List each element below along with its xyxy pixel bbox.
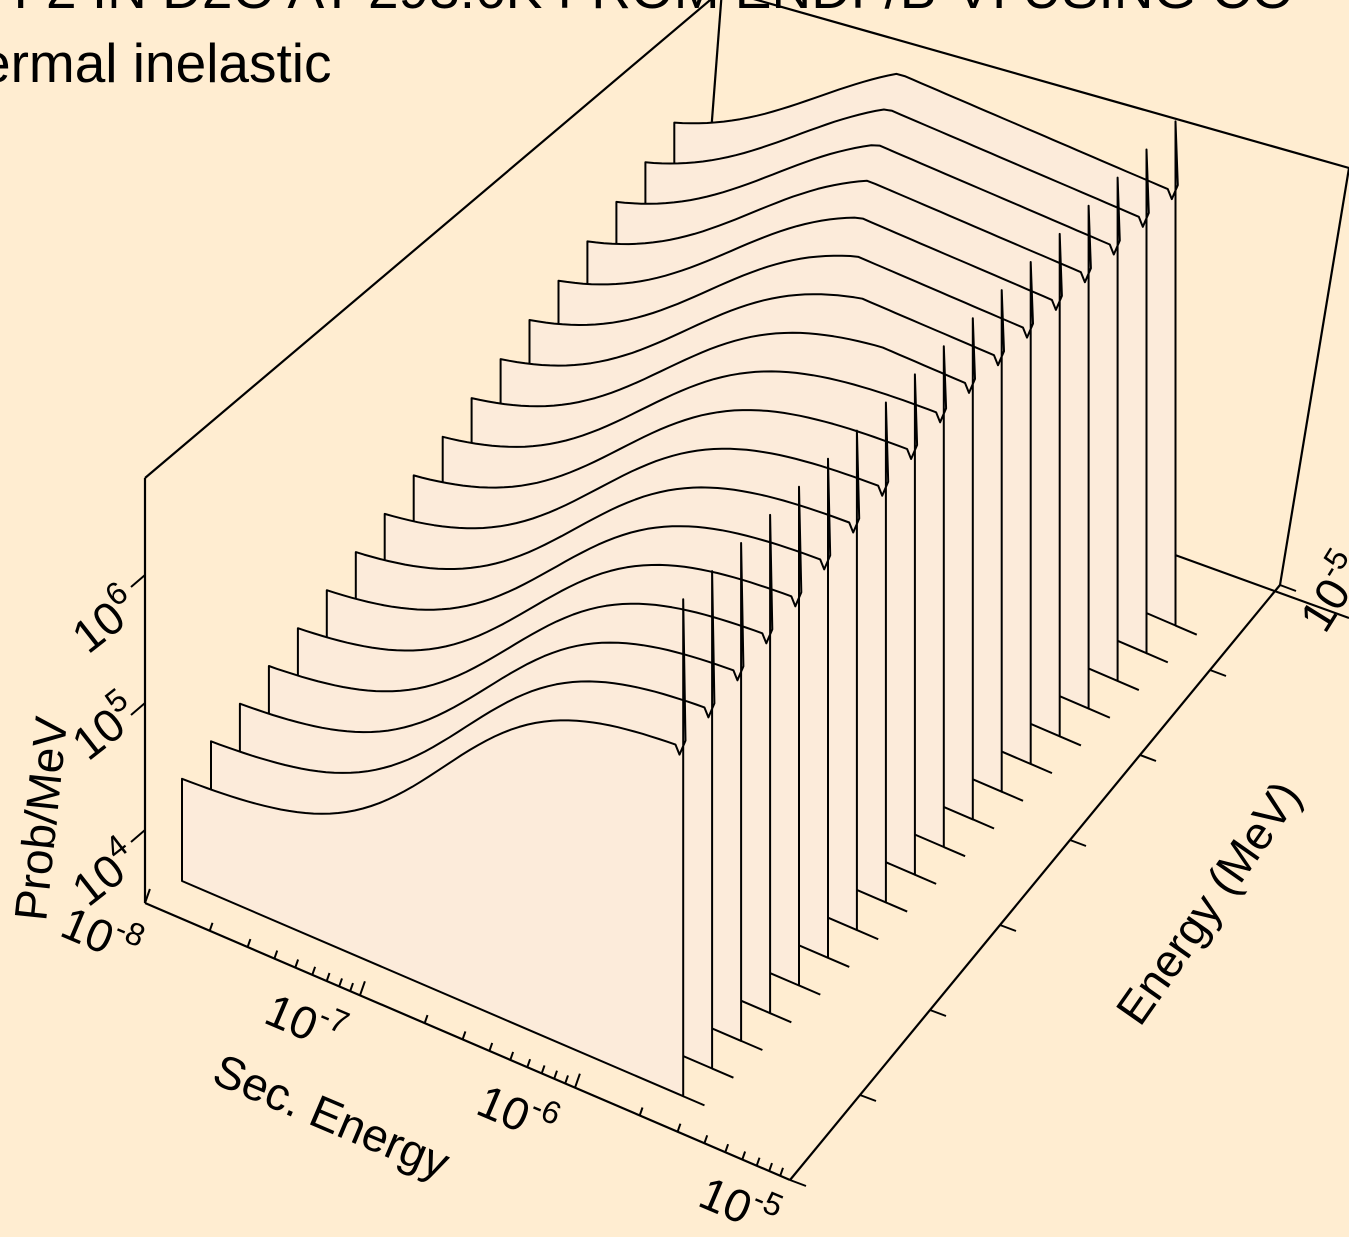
slice-foot-line: [972, 818, 995, 830]
slice-foot-line: [769, 1012, 792, 1024]
y-major-tick: [1069, 839, 1087, 847]
x-tick-label: 10-6: [470, 1068, 566, 1153]
y-major-tick: [789, 1179, 807, 1187]
slice-foot-line: [1146, 652, 1169, 664]
x-minor-tick: [423, 1014, 429, 1024]
x-minor-tick: [540, 1065, 546, 1074]
x-minor-tick: [338, 978, 343, 987]
slice-foot-line: [1059, 735, 1082, 747]
box-edge-front-floor: [144, 901, 791, 1182]
x-minor-tick: [294, 959, 300, 968]
slice-foot-line: [914, 873, 937, 885]
x-tick-label: 10-7: [258, 977, 354, 1062]
x-minor-tick: [349, 982, 354, 992]
x-axis-label: Sec. Energy: [206, 1043, 457, 1189]
x-minor-tick: [779, 1167, 784, 1177]
y-major-tick: [999, 924, 1017, 932]
slice-foot-line: [827, 956, 850, 968]
slice-foot-line: [711, 1067, 734, 1079]
box-edge-top-back: [753, 0, 1349, 170]
z-tick-label: 106: [58, 574, 149, 663]
x-minor-tick: [208, 922, 214, 932]
slice-foot-line: [1175, 624, 1198, 636]
slice-foot-line: [856, 929, 879, 941]
y-major-tick: [859, 1094, 877, 1102]
box-edge-top-left: [144, 0, 712, 479]
x-minor-tick: [553, 1070, 558, 1080]
slice-foot-line: [1088, 707, 1111, 719]
box-edge-right-vertical: [1278, 167, 1349, 586]
slice-foot-line: [740, 1039, 763, 1051]
y-major-tick: [1209, 669, 1227, 677]
x-minor-tick: [755, 1157, 761, 1167]
x-tick-label: 10-5: [692, 1160, 788, 1237]
y-major-tick: [929, 1009, 947, 1017]
z-major-tick: [130, 574, 146, 588]
z-major-tick: [130, 702, 146, 716]
slice-foot-line: [1117, 679, 1140, 691]
y-axis-label: Energy (MeV): [1106, 771, 1311, 1033]
surface-slices: [181, 72, 1198, 1107]
x-minor-tick: [676, 1123, 682, 1133]
x-minor-tick: [488, 1042, 494, 1052]
x-major-tick: [144, 888, 151, 904]
x-minor-tick: [273, 950, 279, 959]
x-minor-tick: [325, 972, 331, 982]
slice-foot-line: [1001, 790, 1024, 802]
slice-foot-line: [943, 846, 966, 858]
x-minor-tick: [638, 1107, 644, 1116]
x-minor-tick: [703, 1134, 709, 1144]
slice-foot-line: [798, 984, 821, 996]
y-major-tick: [1279, 584, 1297, 592]
slice-foot-line: [1030, 763, 1053, 775]
slice-foot-line: [885, 901, 908, 913]
chart-title-line1: H-2 IN D2O AT 293.6K FROM ENDF/B-VI USIN…: [0, 0, 1294, 20]
x-minor-tick: [564, 1075, 569, 1084]
x-major-tick: [359, 980, 366, 996]
x-minor-tick: [311, 966, 317, 976]
x-minor-tick: [461, 1031, 467, 1040]
x-minor-tick: [724, 1143, 730, 1153]
chart-title-line2: ermal inelastic: [0, 32, 332, 94]
x-major-tick: [574, 1073, 581, 1089]
box-edge-right-floor: [789, 584, 1281, 1181]
x-minor-tick: [526, 1058, 532, 1068]
x-minor-tick: [246, 938, 252, 948]
z-axis-label: Prob/MeV: [4, 714, 77, 923]
x-minor-tick: [509, 1051, 515, 1061]
z-major-tick: [130, 829, 146, 843]
y-major-tick: [1139, 754, 1157, 762]
axis-ticks: [130, 574, 1297, 1187]
slice-foot-line: [682, 1095, 705, 1107]
x-minor-tick: [741, 1151, 747, 1160]
x-minor-tick: [768, 1162, 773, 1172]
surface-slice: [181, 598, 687, 1098]
